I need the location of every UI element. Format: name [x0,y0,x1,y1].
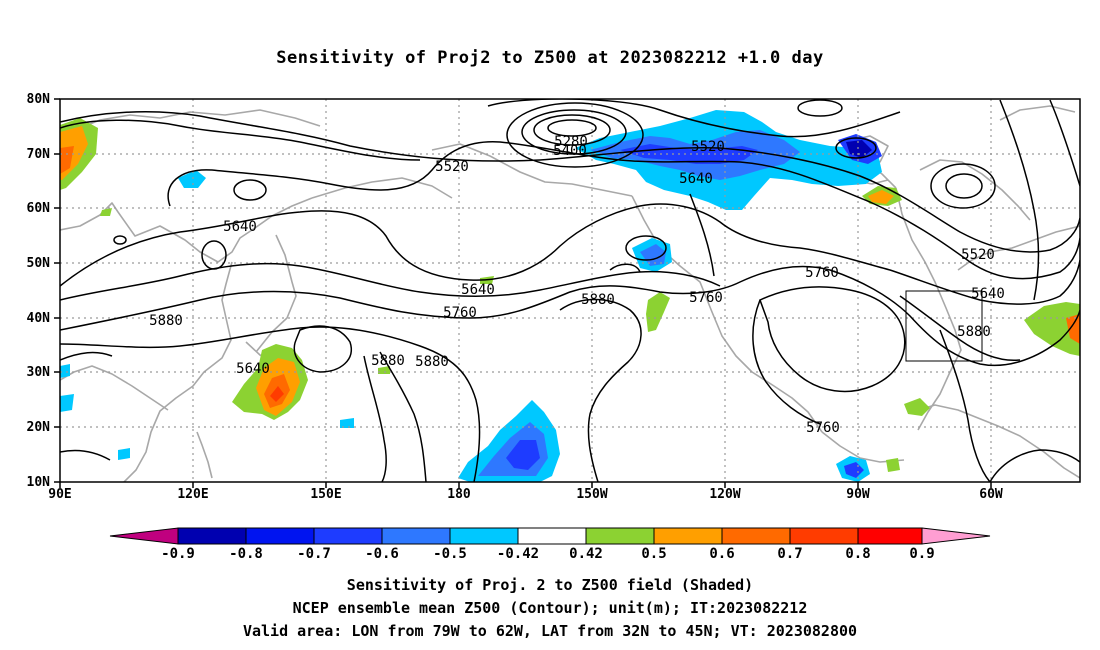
colorbar-label: -0.5 [433,546,467,562]
lon-label: 120E [177,487,209,502]
contour-label: 5640 [223,219,257,235]
lat-label: 50N [26,256,50,271]
colorbar [109,527,991,545]
contour-label: 5880 [149,313,183,329]
lon-label: 150E [310,487,342,502]
colorbar-label: 0.5 [641,546,667,562]
colorbar-segment [653,527,723,545]
lon-label: 90E [48,487,72,502]
contour-labels: 5280 5400 5520 5520 5640 5520 5640 5640 … [149,134,1005,436]
lat-label: 60N [26,201,50,216]
contour-label: 5280 [554,134,588,150]
colorbar-arrow-right [921,527,991,545]
caption-line-3: Valid area: LON from 79W to 62W, LAT fro… [242,622,858,640]
axis-ticks [54,98,992,488]
colorbar-label: -0.6 [365,546,399,562]
lat-label: 30N [26,365,50,380]
colorbar-label: -0.8 [229,546,263,562]
lat-label: 40N [26,311,50,326]
contour-label: 5640 [679,171,713,187]
map-frame [59,98,1081,483]
contour-label: 5880 [581,292,615,308]
colorbar-segment [245,527,315,545]
colorbar-label: -0.42 [496,546,540,562]
contour-label: 5760 [806,420,840,436]
contour-label: 5640 [971,286,1005,302]
contour-label: 5640 [461,282,495,298]
colorbar-label: 0.9 [909,546,935,562]
lon-label: 180 [447,487,471,502]
colorbar-segment [789,527,859,545]
map-title: Sensitivity of Proj2 to Z500 at 20230822… [276,48,824,68]
colorbar-segment [381,527,451,545]
colorbar-label: 0.7 [777,546,803,562]
colorbar-label: -0.7 [297,546,331,562]
colorbar-label: 0.42 [569,546,603,562]
lat-label: 20N [26,420,50,435]
contour-label: 5760 [443,305,477,321]
z500-contours [60,99,1080,482]
colorbar-label: 0.8 [845,546,871,562]
contour-label: 5760 [689,290,723,306]
lon-label: 120W [709,487,741,502]
colorbar-label: 0.6 [709,546,735,562]
colorbar-segment [177,527,247,545]
contour-label: 5520 [435,159,469,175]
colorbar-segment [313,527,383,545]
lat-label: 10N [26,475,50,490]
colorbar-segment [517,527,587,545]
colorbar-segment [585,527,655,545]
caption-line-1: Sensitivity of Proj. 2 to Z500 field (Sh… [346,576,754,594]
lon-label: 90W [846,487,870,502]
valid-area-box [905,290,983,362]
coastlines [60,105,1080,482]
colorbar-arrow-left [109,527,179,545]
contour-label: 5520 [961,247,995,263]
colorbar-segment [449,527,519,545]
contour-label: 5880 [371,353,405,369]
contour-label: 5520 [691,139,725,155]
graticule [60,99,1080,482]
contour-label: 5640 [236,361,270,377]
contour-label: 5760 [805,265,839,281]
lat-label: 70N [26,147,50,162]
colorbar-segment [857,527,923,545]
contour-label: 5880 [957,324,991,340]
contour-label: 5880 [415,354,449,370]
lat-label: 80N [26,92,50,107]
contour-label: 5400 [553,143,587,159]
lon-label: 60W [979,487,1003,502]
colorbar-segment [721,527,791,545]
colorbar-label: -0.9 [161,546,195,562]
caption-line-2: NCEP ensemble mean Z500 (Contour); unit(… [292,599,808,617]
lon-label: 150W [576,487,608,502]
